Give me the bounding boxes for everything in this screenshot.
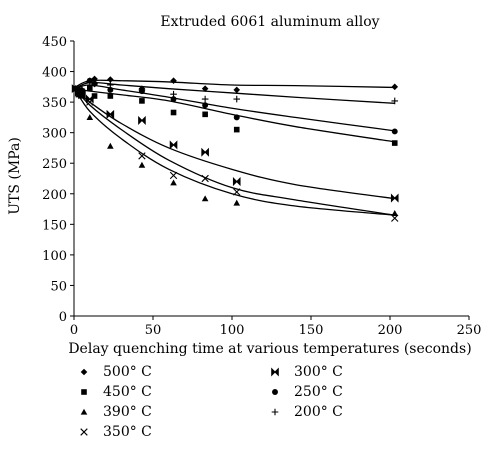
y-tick-label: 200: [42, 188, 67, 203]
data-point-500c: [107, 76, 114, 83]
y-tick-label: 400: [42, 66, 67, 81]
data-point-300c: [106, 109, 115, 119]
data-point-390c: [233, 199, 241, 206]
trend-line-390c: [75, 89, 395, 216]
x-tick-label: 50: [145, 323, 162, 338]
data-point-200c: [107, 81, 114, 89]
data-point-250c: [202, 102, 209, 109]
data-point-200c: [86, 78, 94, 86]
data-point-300c: [138, 115, 146, 125]
data-point-500c: [170, 77, 177, 85]
data-point-200c: [91, 80, 98, 88]
data-point-300c: [232, 177, 241, 187]
data-point-450c: [202, 111, 208, 118]
plot-area: 0 50 100 150 200 250 300 350 400 450 0 50 100 150 200 2…: [42, 35, 481, 338]
data-point-200c: [75, 89, 83, 97]
data-point-450c: [91, 93, 98, 99]
data-point-200c: [78, 86, 86, 94]
y-tick-label: 250: [42, 157, 67, 172]
data-point-350c: [169, 171, 178, 180]
data-point-300c: [390, 193, 399, 203]
data-point-500c: [391, 83, 399, 91]
trend-line-500c: [75, 79, 395, 89]
x-tick-label: 250: [457, 323, 482, 338]
data-point-250c: [233, 114, 240, 121]
data-point-200c: [391, 97, 399, 105]
chart-title: Extruded 6061 aluminum alloy: [160, 14, 379, 30]
data-point-450c: [107, 93, 114, 99]
data-point-390c: [170, 179, 177, 186]
y-tick-label: 0: [59, 310, 67, 325]
y-tick-label: 350: [42, 96, 67, 111]
data-point-350c: [201, 174, 209, 183]
data-point-450c: [233, 126, 240, 133]
y-axis-label: UTS (MPa): [7, 137, 23, 215]
data-point-200c: [138, 86, 146, 94]
x-tick-label: 0: [70, 323, 78, 338]
data-point-200c: [233, 95, 241, 103]
data-point-500c: [201, 85, 209, 92]
data-point-450c: [391, 140, 398, 146]
data-point-500c: [233, 86, 241, 94]
data-point-300c: [86, 94, 94, 104]
data-point-390c: [138, 161, 146, 168]
data-point-390c: [391, 210, 399, 216]
x-tick-label: 200: [378, 323, 403, 338]
data-point-350c: [391, 214, 399, 222]
data-point-300c: [169, 140, 178, 150]
data-point-450c: [170, 109, 177, 116]
data-point-200c: [72, 85, 79, 92]
y-tick-label: 100: [42, 249, 67, 264]
data-point-250c: [107, 86, 114, 93]
y-tick-label: 450: [42, 35, 67, 50]
data-point-250c: [170, 96, 177, 103]
data-point-200c: [201, 95, 209, 103]
data-point-200c: [170, 90, 177, 98]
y-tick-label: 150: [42, 218, 67, 233]
data-point-300c: [201, 147, 209, 157]
trend-line-450c: [75, 88, 395, 143]
data-point-390c: [86, 114, 94, 121]
data-point-250c: [391, 128, 398, 135]
data-point-450c: [86, 85, 93, 91]
x-tick-label: 100: [220, 323, 245, 338]
data-point-390c: [107, 142, 114, 149]
data-point-450c: [139, 98, 145, 104]
data-point-350c: [233, 188, 241, 196]
data-point-390c: [201, 195, 209, 202]
y-tick-label: 300: [42, 127, 67, 142]
x-axis-label: Delay quenching time at various temperat…: [68, 341, 471, 357]
data-point-350c: [138, 152, 146, 160]
trend-line-350c: [75, 88, 395, 216]
data-point-500c: [91, 75, 98, 83]
x-tick-label: 150: [299, 323, 324, 338]
y-tick-label: 50: [50, 279, 67, 294]
